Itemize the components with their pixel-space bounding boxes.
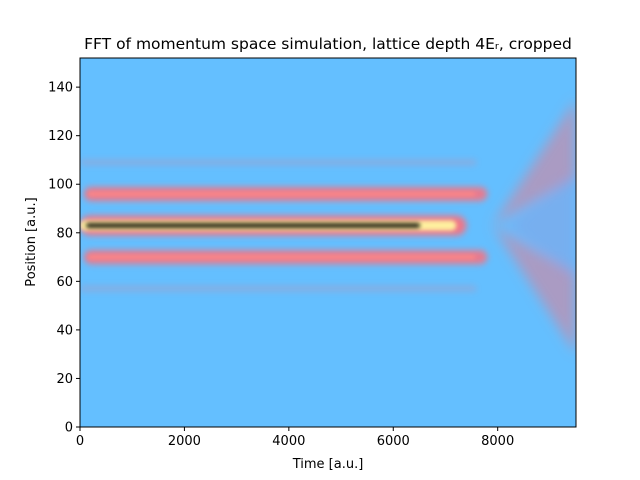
x-tick-label: 0 [76,434,84,449]
axes-frame [79,57,577,428]
x-tick-label: 6000 [377,434,410,449]
expansion-lower [492,225,576,355]
band-upper-first-order [84,186,488,201]
y-tick-label: 0 [65,421,73,436]
plot-background [80,58,576,427]
y-tick-label: 40 [56,323,73,338]
y-axis-label: Position [a.u.] [24,197,39,286]
x-tick-label: 2000 [168,434,201,449]
plot-area [80,58,576,427]
band-central [80,215,467,236]
expansion-upper [492,99,576,226]
y-tick-label: 80 [56,226,73,241]
x-tick-label: 4000 [272,434,305,449]
y-tick-label: 60 [56,275,73,290]
y-tick-label: 20 [56,372,73,387]
y-tick-label: 140 [48,81,73,96]
x-axis: 0 2000 4000 6000 8000 [76,427,514,449]
y-axis: 0 20 40 60 80 100 120 140 [48,81,80,436]
chart-title: FFT of momentum space simulation, lattic… [84,35,572,53]
x-axis-label: Time [a.u.] [292,457,364,472]
band-upper-second-order [80,159,477,166]
y-tick-label: 100 [48,178,73,193]
x-tick-label: 8000 [481,434,514,449]
expansion-region [492,99,576,355]
y-tick-label: 120 [48,129,73,144]
expansion-center [508,172,576,279]
band-lower-second-order [80,285,477,292]
band-lower-first-order [84,250,488,265]
